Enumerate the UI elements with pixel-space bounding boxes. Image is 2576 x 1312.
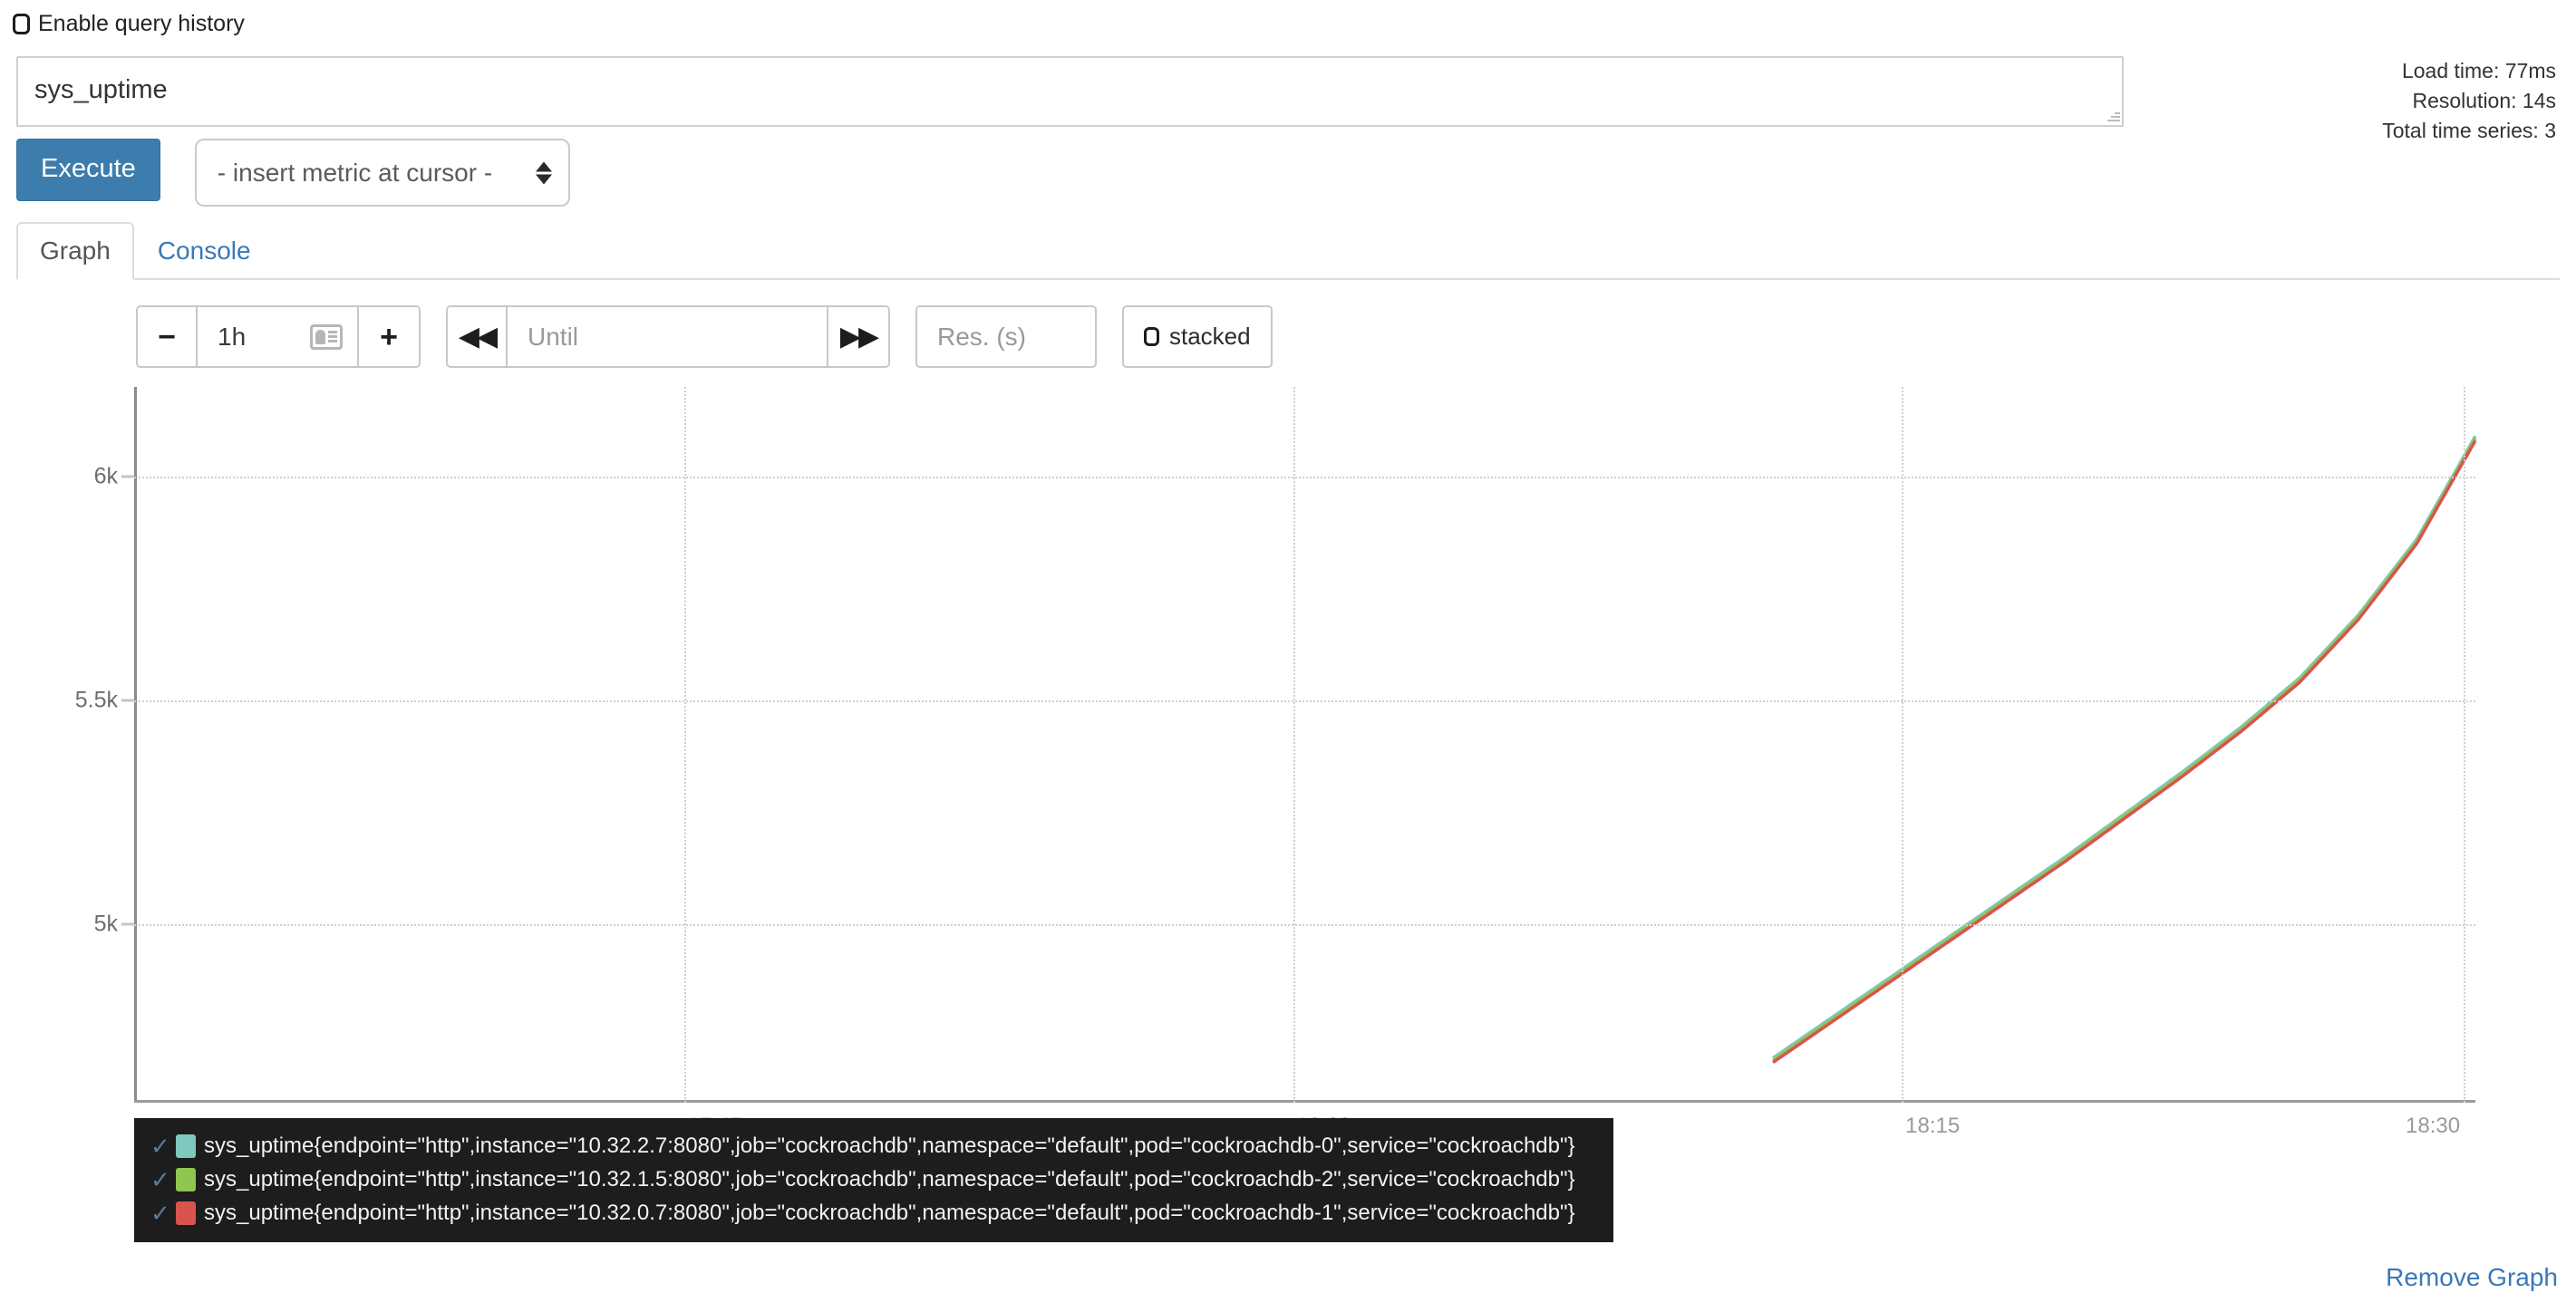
- x-gridline: [684, 387, 686, 1103]
- double-chevron-left-icon: ◀◀: [458, 321, 498, 352]
- resolution-text: Resolution: 14s: [2412, 89, 2556, 112]
- legend-item[interactable]: ✓ sys_uptime{endpoint="http",instance="10…: [150, 1196, 1575, 1230]
- query-history-label: Enable query history: [38, 11, 245, 36]
- total-time-series-text: Total time series: 3: [2382, 119, 2556, 142]
- checkmark-icon[interactable]: ✓: [150, 1199, 170, 1227]
- insert-metric-select[interactable]: - insert metric at cursor -: [194, 139, 570, 207]
- y-axis-tick-label: 5k: [93, 911, 118, 936]
- legend-item[interactable]: ✓ sys_uptime{endpoint="http",instance="10…: [150, 1129, 1575, 1162]
- query-stats: Load time: 77ms Resolution: 14s Total ti…: [2382, 56, 2556, 146]
- step-forward-button[interactable]: ▶▶: [828, 305, 890, 368]
- checkmark-icon[interactable]: ✓: [150, 1165, 170, 1193]
- range-control-group: − 1h +: [136, 305, 421, 368]
- x-gridline: [1902, 387, 1904, 1103]
- expression-input-wrapper: [16, 56, 2124, 127]
- legend-color-swatch[interactable]: [176, 1167, 196, 1191]
- y-gridline: [134, 699, 2475, 702]
- until-input-placeholder: Until: [528, 322, 579, 351]
- resolution-input-placeholder: Res. (s): [937, 322, 1026, 351]
- vcard-icon[interactable]: [310, 323, 343, 350]
- y-tick-mark: [121, 922, 134, 925]
- graph-controls: − 1h + ◀◀ Until ▶▶: [136, 305, 1273, 368]
- legend-series-label: sys_uptime{endpoint="http",instance="10.…: [204, 1133, 1575, 1158]
- y-tick-mark: [121, 475, 134, 478]
- result-tabs: Graph Console: [16, 222, 2560, 280]
- execute-button[interactable]: Execute: [16, 139, 160, 201]
- step-backward-button[interactable]: ◀◀: [446, 305, 508, 368]
- range-input[interactable]: 1h: [198, 305, 359, 368]
- query-history-toggle-row[interactable]: Enable query history: [13, 11, 245, 36]
- time-navigation-group: ◀◀ Until ▶▶: [446, 305, 890, 368]
- legend-series-label: sys_uptime{endpoint="http",instance="10.…: [204, 1200, 1575, 1225]
- stacked-toggle[interactable]: stacked: [1122, 305, 1273, 368]
- range-input-value: 1h: [218, 322, 247, 351]
- chevron-updown-icon: [535, 161, 552, 184]
- legend-color-swatch[interactable]: [176, 1134, 196, 1158]
- x-gridline: [1293, 387, 1295, 1103]
- y-tick-mark: [121, 699, 134, 702]
- increase-range-button[interactable]: +: [359, 305, 421, 368]
- checkmark-icon[interactable]: ✓: [150, 1132, 170, 1160]
- legend-item[interactable]: ✓ sys_uptime{endpoint="http",instance="10…: [150, 1162, 1575, 1196]
- checkbox-unchecked-icon[interactable]: [13, 13, 30, 34]
- double-chevron-right-icon: ▶▶: [839, 321, 879, 352]
- x-axis-tick-label: 18:15: [1905, 1114, 1961, 1138]
- series-line-0: [1772, 435, 2477, 1060]
- y-axis-tick-label: 5.5k: [74, 687, 118, 713]
- series-line-1: [1772, 437, 2477, 1062]
- legend-color-swatch[interactable]: [176, 1201, 196, 1225]
- load-time-text: Load time: 77ms: [2401, 59, 2556, 82]
- y-axis-line: [134, 387, 137, 1103]
- minus-icon: −: [158, 319, 176, 354]
- y-gridline: [134, 476, 2475, 478]
- graph-legend: ✓ sys_uptime{endpoint="http",instance="10…: [134, 1118, 1613, 1242]
- resolution-input[interactable]: Res. (s): [915, 305, 1097, 368]
- tab-graph[interactable]: Graph: [16, 222, 134, 280]
- decrease-range-button[interactable]: −: [136, 305, 198, 368]
- until-input[interactable]: Until: [508, 305, 828, 368]
- series-lines: [1772, 435, 2477, 1065]
- legend-series-label: sys_uptime{endpoint="http",instance="10.…: [204, 1166, 1575, 1191]
- insert-metric-select-value: - insert metric at cursor -: [217, 158, 493, 187]
- plus-icon: +: [380, 319, 398, 354]
- expression-input[interactable]: [16, 56, 2124, 127]
- remove-graph-link[interactable]: Remove Graph: [2386, 1263, 2558, 1291]
- tab-console[interactable]: Console: [157, 236, 251, 265]
- y-axis-tick-label: 6k: [93, 463, 118, 489]
- execute-row: Execute - insert metric at cursor -: [16, 139, 570, 207]
- resolution-group: Res. (s): [915, 305, 1097, 368]
- stacked-group: stacked: [1122, 305, 1273, 368]
- y-gridline: [134, 923, 2475, 926]
- x-gridline: [2464, 387, 2466, 1103]
- x-axis-line: [134, 1100, 2475, 1103]
- stacked-label: stacked: [1169, 323, 1251, 350]
- series-line-2: [1772, 439, 2477, 1065]
- x-axis-tick-label: 18:30: [2406, 1114, 2461, 1138]
- checkbox-unchecked-icon[interactable]: [1144, 327, 1159, 346]
